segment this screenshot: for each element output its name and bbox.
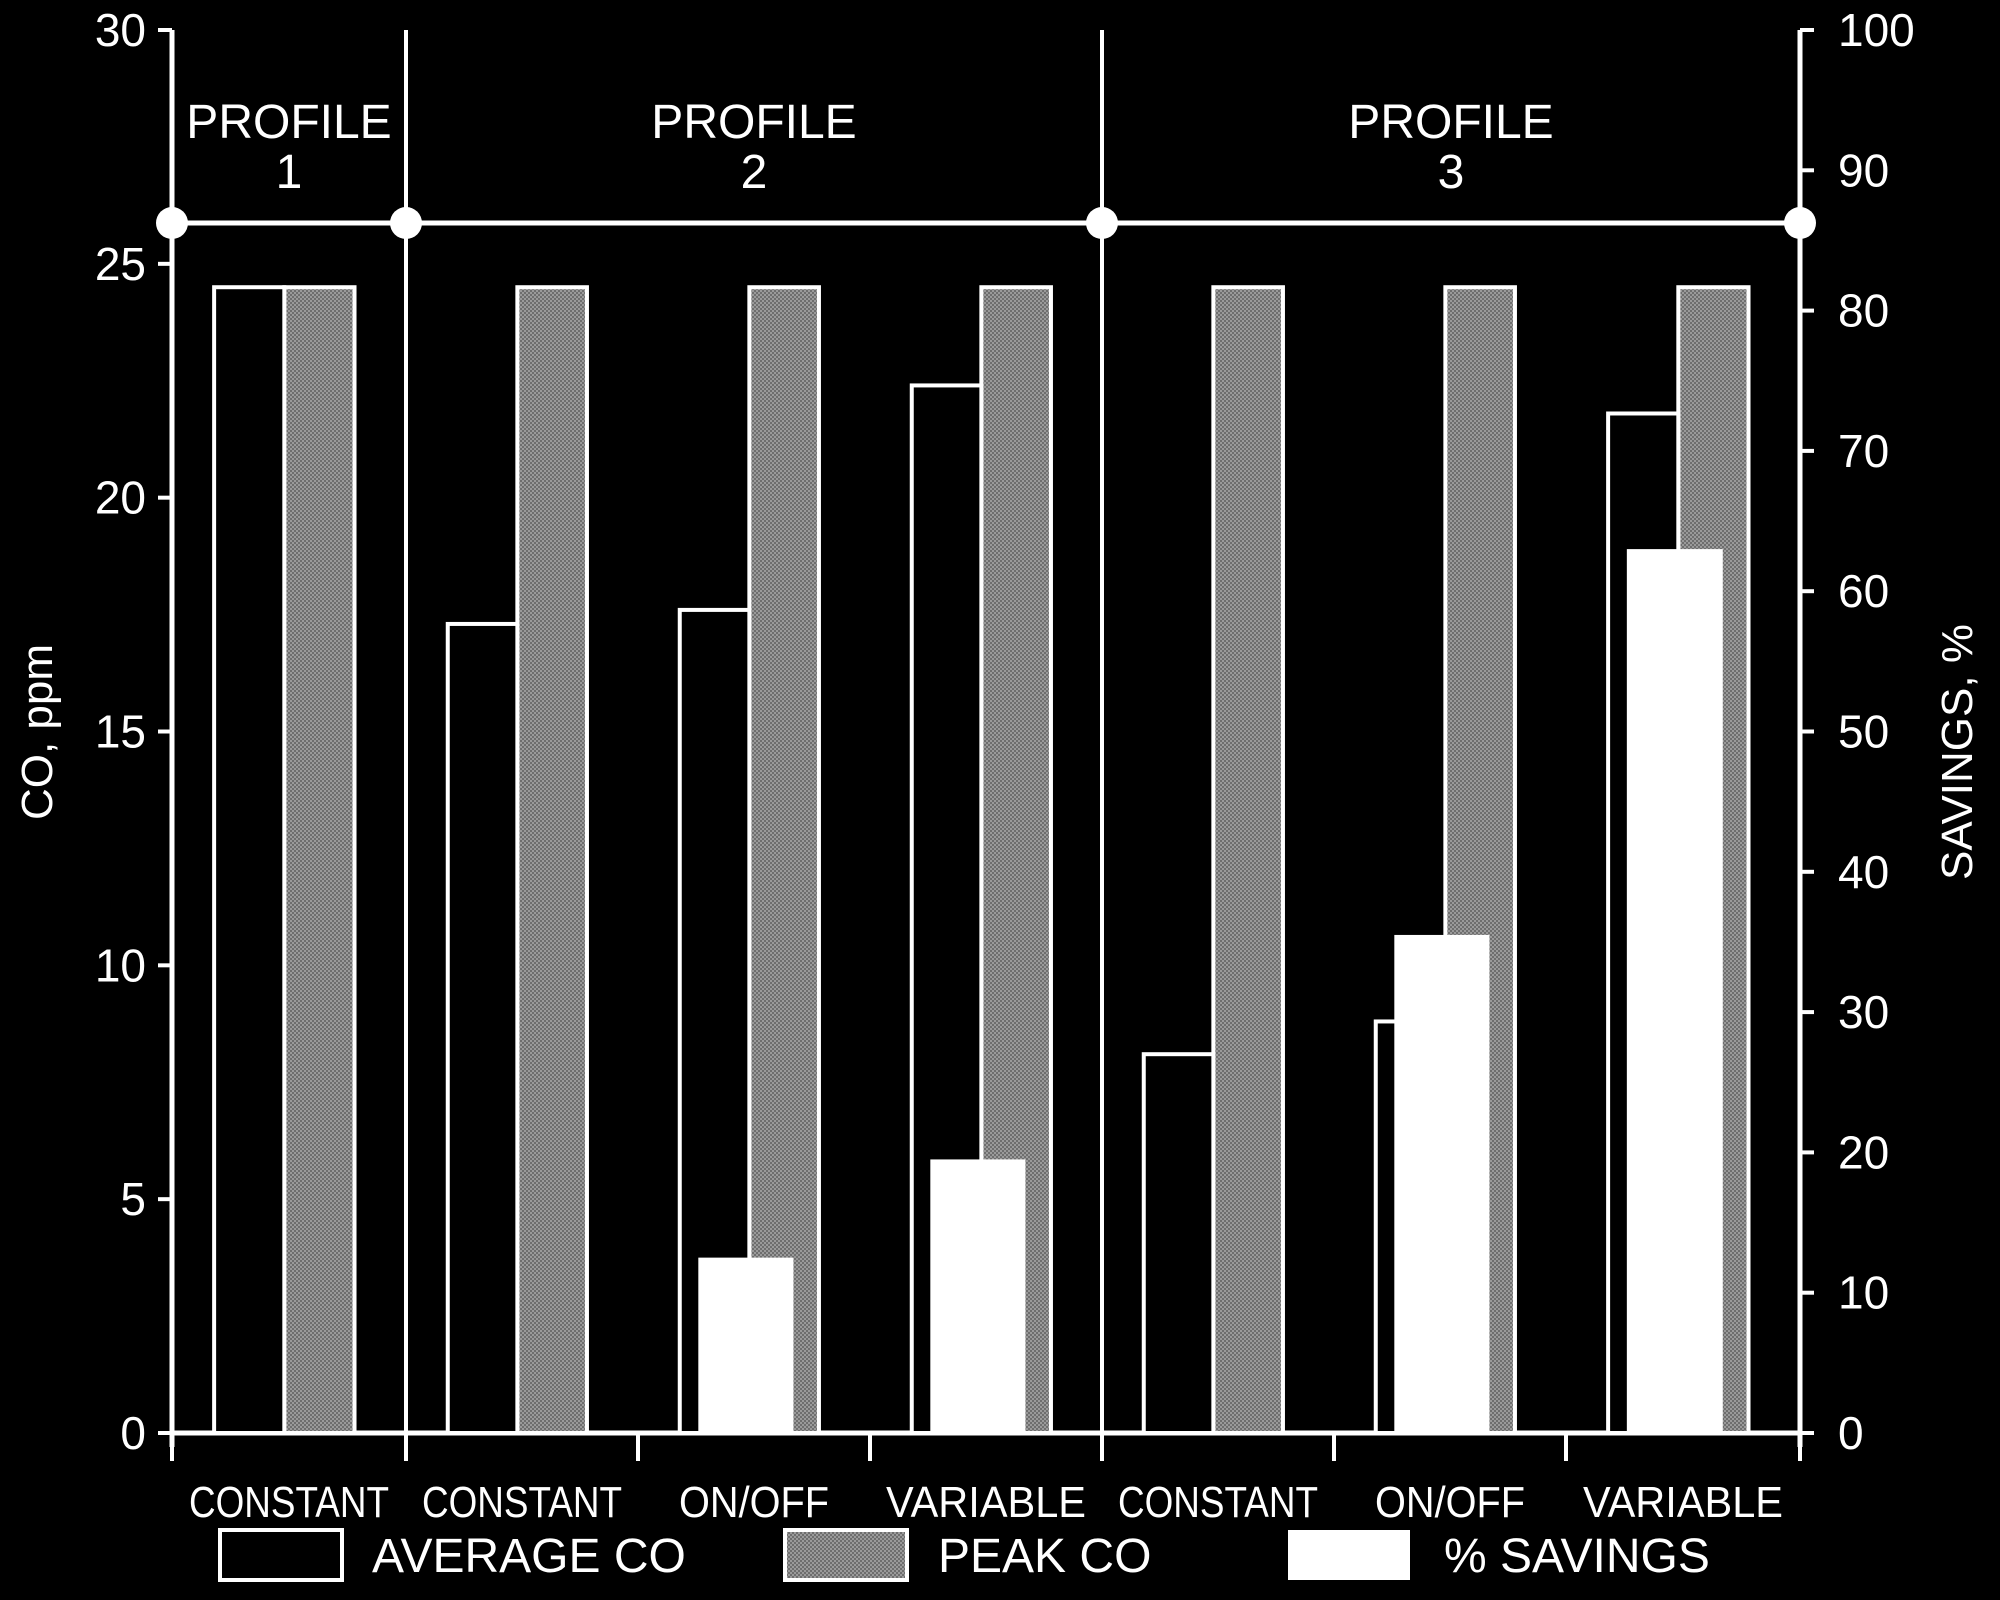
right-axis-title: SAVINGS, % (1933, 624, 1982, 880)
legend-average-swatch (218, 1528, 344, 1582)
legend-savings-swatch (1288, 1530, 1410, 1580)
right-tick-label: 20 (1838, 1126, 1889, 1178)
profile-marker (156, 207, 188, 239)
average-co-bar (445, 621, 520, 1435)
category-label: VARIABLE (886, 1478, 1086, 1527)
right-tick-label: 80 (1838, 285, 1889, 337)
savings-bar (1394, 934, 1490, 1433)
right-tick-label: 60 (1838, 565, 1889, 617)
left-tick-label: 10 (95, 939, 146, 991)
profile-number: 1 (276, 146, 303, 199)
category-label: CONSTANT (422, 1478, 622, 1527)
left-tick-label: 25 (95, 238, 146, 290)
left-tick-label: 0 (120, 1407, 146, 1459)
profile-label: PROFILE (1348, 96, 1553, 149)
profile-number: 2 (741, 146, 768, 199)
profile-marker (1086, 207, 1118, 239)
legend-savings-label: % SAVINGS (1444, 1530, 1710, 1583)
category-label: VARIABLE (1583, 1478, 1783, 1527)
right-tick-label: 100 (1838, 4, 1915, 56)
profile-number: 3 (1438, 146, 1465, 199)
legend-average-label: AVERAGE CO (372, 1530, 686, 1583)
savings-bar (930, 1159, 1026, 1433)
savings-bar (1626, 549, 1723, 1433)
profile-label: PROFILE (186, 96, 391, 149)
right-tick-label: 40 (1838, 846, 1889, 898)
average-co-bar (1141, 1052, 1216, 1435)
peak-co-bar (282, 285, 357, 1435)
legend-peak-swatch (783, 1528, 909, 1582)
right-tick-label: 0 (1838, 1407, 1864, 1459)
peak-co-bar (747, 285, 821, 1435)
savings-bar (698, 1257, 794, 1433)
right-tick-label: 30 (1838, 986, 1889, 1038)
peak-co-bar (1211, 285, 1285, 1435)
left-tick-label: 20 (95, 472, 146, 524)
legend-peak-label: PEAK CO (938, 1530, 1151, 1583)
right-tick-label: 90 (1838, 144, 1889, 196)
right-tick-label: 10 (1838, 1267, 1889, 1319)
peak-co-bar (515, 285, 589, 1435)
left-axis-title: CO, ppm (13, 644, 62, 820)
category-label: ON/OFF (679, 1478, 829, 1527)
category-label: CONSTANT (189, 1478, 389, 1527)
left-tick-label: 30 (95, 4, 146, 56)
right-tick-label: 70 (1838, 425, 1889, 477)
profile-marker (1784, 207, 1816, 239)
average-co-bar (212, 285, 287, 1435)
left-tick-label: 5 (120, 1173, 146, 1225)
profile-label: PROFILE (651, 96, 856, 149)
category-label: CONSTANT (1118, 1478, 1318, 1527)
category-label: ON/OFF (1375, 1478, 1525, 1527)
right-tick-label: 50 (1838, 706, 1889, 758)
left-tick-label: 15 (95, 706, 146, 758)
profile-marker (390, 207, 422, 239)
